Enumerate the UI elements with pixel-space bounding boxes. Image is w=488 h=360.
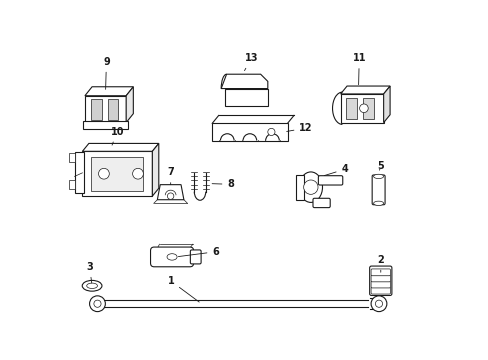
Text: 4: 4 [324, 164, 347, 176]
Circle shape [99, 168, 109, 179]
Text: 10: 10 [110, 127, 123, 145]
Bar [69, 153, 75, 162]
FancyBboxPatch shape [370, 269, 389, 276]
Text: 8: 8 [212, 179, 234, 189]
Text: 7: 7 [167, 167, 174, 185]
Bar [83, 121, 128, 129]
Text: 5: 5 [377, 161, 384, 171]
Text: 13: 13 [244, 53, 258, 71]
Circle shape [132, 168, 143, 179]
FancyBboxPatch shape [150, 247, 193, 267]
Polygon shape [126, 87, 133, 123]
Bar [82, 151, 152, 196]
Ellipse shape [86, 283, 97, 288]
Circle shape [370, 296, 386, 312]
Circle shape [89, 296, 105, 312]
Bar [212, 123, 287, 140]
Bar [107, 99, 118, 120]
Text: 2: 2 [377, 255, 384, 272]
FancyBboxPatch shape [370, 275, 389, 282]
Text: 1: 1 [167, 276, 199, 302]
Circle shape [94, 300, 101, 307]
Bar [296, 175, 304, 200]
Bar [85, 96, 126, 123]
Bar [91, 157, 143, 191]
Bar [363, 98, 373, 119]
Polygon shape [82, 143, 159, 151]
Ellipse shape [373, 174, 383, 179]
Ellipse shape [373, 201, 383, 206]
FancyBboxPatch shape [318, 176, 342, 185]
Circle shape [167, 193, 174, 199]
FancyBboxPatch shape [370, 287, 389, 294]
Polygon shape [152, 143, 159, 196]
Ellipse shape [167, 254, 177, 260]
Circle shape [303, 180, 317, 194]
Text: 11: 11 [352, 53, 365, 85]
Text: 3: 3 [86, 262, 93, 283]
Text: 9: 9 [103, 57, 110, 89]
Circle shape [359, 104, 367, 113]
Bar [224, 89, 267, 107]
Ellipse shape [299, 172, 322, 202]
Circle shape [375, 300, 382, 307]
Text: 6: 6 [178, 247, 219, 257]
Circle shape [267, 129, 274, 135]
Bar [346, 98, 356, 119]
Ellipse shape [82, 280, 102, 291]
FancyBboxPatch shape [371, 175, 384, 205]
Bar [74, 152, 83, 193]
Polygon shape [221, 74, 267, 89]
Bar [91, 99, 102, 120]
FancyBboxPatch shape [312, 198, 329, 208]
FancyBboxPatch shape [190, 250, 201, 264]
Polygon shape [340, 86, 389, 94]
Polygon shape [85, 87, 133, 96]
Bar [69, 180, 75, 189]
FancyBboxPatch shape [370, 281, 389, 288]
Text: 12: 12 [286, 123, 312, 133]
Bar [340, 94, 383, 123]
Polygon shape [383, 86, 389, 123]
Polygon shape [157, 185, 183, 200]
